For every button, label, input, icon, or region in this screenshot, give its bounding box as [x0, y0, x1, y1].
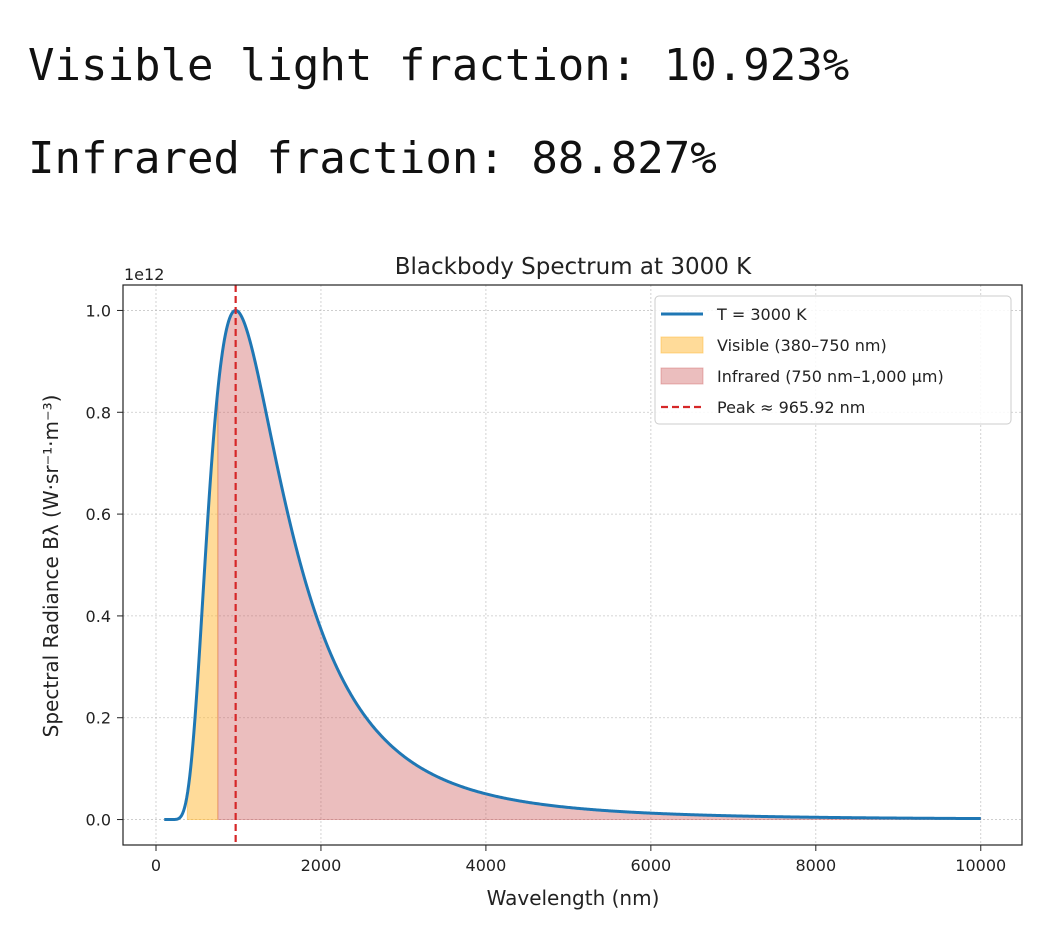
y-tick-label: 0.2 — [86, 709, 111, 728]
x-tick-label: 6000 — [630, 856, 671, 875]
y-tick-label: 0.4 — [86, 607, 111, 626]
legend-entry-infrared: Infrared (750 nm–1,000 µm) — [717, 367, 944, 386]
y-tick-label: 0.8 — [86, 403, 111, 422]
legend: T = 3000 K Visible (380–750 nm) Infrared (… — [654, 295, 1012, 425]
y-tick-label: 0.6 — [86, 505, 111, 524]
x-tick-label: 8000 — [795, 856, 836, 875]
legend-entry-peak: Peak ≈ 965.92 nm — [717, 398, 865, 417]
y-offset-label: 1e12 — [124, 265, 164, 284]
legend-entry-curve: T = 3000 K — [716, 305, 807, 324]
y-tick-label: 0.0 — [86, 811, 111, 830]
visible-fraction-output: Visible light fraction: 10.923% — [28, 40, 850, 91]
plot-frame — [122, 284, 1023, 846]
y-tick-label: 1.0 — [86, 301, 111, 320]
x-tick-label: 0 — [151, 856, 161, 875]
x-tick-label: 10000 — [955, 856, 1006, 875]
x-tick-label: 2000 — [301, 856, 342, 875]
legend-box — [654, 295, 1012, 425]
legend-patch-swatch — [660, 336, 704, 354]
infrared-fraction-output: Infrared fraction: 88.827% — [28, 133, 717, 184]
axes: 0 2000 4000 6000 8000 10000 0.0 0.2 0.4 0.6 0.8 1.0 — [86, 284, 1023, 875]
spectrum-line — [164, 308, 981, 822]
curves — [164, 285, 981, 845]
x-axis-label: Wavelength (nm) — [487, 886, 660, 910]
legend-entry-visible: Visible (380–750 nm) — [717, 336, 887, 355]
chart-title: Blackbody Spectrum at 3000 K — [395, 254, 752, 280]
y-axis-label: Spectral Radiance Bλ (W·sr⁻¹·m⁻³) — [39, 395, 63, 738]
legend-patch-swatch — [660, 367, 704, 385]
x-tick-label: 4000 — [466, 856, 507, 875]
